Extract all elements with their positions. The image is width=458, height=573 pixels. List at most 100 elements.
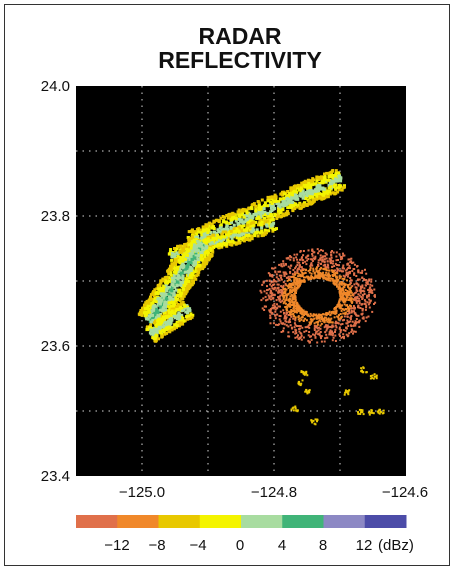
echo-pixel — [294, 267, 297, 270]
echo-pixel — [271, 275, 274, 278]
echo-pixel — [346, 263, 349, 266]
echo-pixel — [379, 411, 382, 413]
echo-pixel — [244, 237, 248, 241]
echo-pixel — [340, 316, 343, 319]
echo-pixel — [179, 245, 183, 249]
echo-pixel — [277, 305, 280, 308]
echo-pixel — [314, 275, 317, 278]
echo-pixel — [328, 321, 331, 324]
echo-pixel — [174, 281, 178, 285]
echo-pixel — [302, 192, 306, 196]
echo-pixel — [273, 278, 275, 281]
echo-pixel — [339, 297, 342, 299]
echo-pixel — [279, 320, 282, 323]
echo-pixel — [338, 314, 340, 317]
echo-pixel — [329, 185, 333, 189]
echo-pixel — [313, 422, 316, 425]
echo-pixel — [183, 245, 187, 249]
echo-pixel — [356, 282, 358, 285]
echo-pixel — [166, 304, 170, 308]
echo-pixel — [309, 312, 312, 315]
echo-pixel — [287, 275, 290, 278]
echo-pixel — [286, 285, 289, 288]
echo-pixel — [349, 277, 352, 279]
echo-pixel — [227, 213, 231, 217]
echo-pixel — [168, 311, 171, 315]
echo-pixel — [320, 266, 323, 269]
echo-pixel — [207, 258, 211, 262]
echo-pixel — [267, 217, 271, 221]
echo-pixel — [285, 313, 288, 316]
echo-pixel — [321, 249, 324, 252]
echo-pixel — [288, 300, 291, 303]
echo-pixel — [329, 321, 332, 324]
echo-pixel — [302, 268, 305, 271]
echo-pixel — [292, 283, 295, 286]
echo-pixel — [305, 194, 309, 197]
echo-pixel — [300, 338, 303, 341]
echo-pixel — [152, 303, 156, 307]
echo-pixel — [307, 202, 311, 206]
echo-pixel — [153, 296, 157, 300]
echo-pixel — [149, 329, 153, 333]
echo-pixel — [333, 316, 336, 319]
echo-pixel — [291, 209, 295, 213]
echo-pixel — [357, 269, 360, 272]
echo-pixel — [195, 245, 199, 248]
echo-pixel — [336, 285, 338, 288]
echo-pixel — [312, 257, 315, 260]
echo-pixel — [175, 283, 179, 287]
echo-pixel — [328, 311, 331, 314]
echo-pixel — [296, 270, 299, 273]
echo-pixel — [155, 295, 159, 299]
echo-pixel — [147, 301, 151, 305]
echo-pixel — [294, 407, 297, 410]
echo-pixel — [311, 318, 314, 321]
echo-pixel — [242, 239, 246, 243]
echo-pixel — [161, 302, 165, 306]
echo-pixel — [348, 287, 351, 290]
echo-pixel — [289, 301, 292, 304]
echo-pixel — [357, 283, 360, 286]
echo-pixel — [184, 291, 188, 295]
echo-pixel — [353, 292, 356, 295]
echo-pixel — [347, 262, 350, 265]
echo-pixel — [341, 277, 344, 280]
echo-pixel — [314, 197, 318, 201]
echo-pixel — [327, 317, 330, 320]
echo-pixel — [300, 309, 303, 312]
echo-pixel — [157, 287, 161, 291]
echo-pixel — [330, 330, 333, 333]
echo-pixel — [159, 292, 163, 296]
echo-pixel — [346, 322, 349, 325]
echo-pixel — [297, 310, 300, 313]
echo-pixel — [335, 281, 338, 284]
echo-pixel — [295, 265, 298, 268]
echo-pixel — [170, 289, 174, 293]
echo-pixel — [158, 308, 162, 312]
echo-pixel — [267, 294, 270, 297]
echo-pixel — [347, 258, 350, 261]
echo-pixel — [306, 325, 309, 328]
echo-pixel — [254, 205, 258, 209]
echo-pixel — [313, 313, 316, 316]
echo-pixel — [318, 269, 321, 272]
echo-pixel — [173, 247, 176, 250]
echo-pixel — [280, 263, 283, 266]
echo-pixel — [368, 413, 371, 416]
echo-pixel — [285, 302, 287, 305]
echo-pixel — [296, 197, 299, 201]
echo-pixel — [298, 279, 301, 282]
echo-pixel — [230, 243, 234, 247]
echo-pixel — [161, 307, 165, 311]
echo-pixel — [318, 313, 321, 316]
echo-pixel — [258, 231, 262, 235]
echo-pixel — [168, 316, 172, 320]
echo-pixel — [260, 230, 264, 234]
echo-pixel — [330, 261, 333, 264]
echo-pixel — [263, 309, 266, 311]
echo-pixel — [336, 280, 339, 283]
echo-pixel — [339, 269, 342, 272]
echo-pixel — [347, 273, 350, 276]
echo-pixel — [199, 242, 203, 246]
